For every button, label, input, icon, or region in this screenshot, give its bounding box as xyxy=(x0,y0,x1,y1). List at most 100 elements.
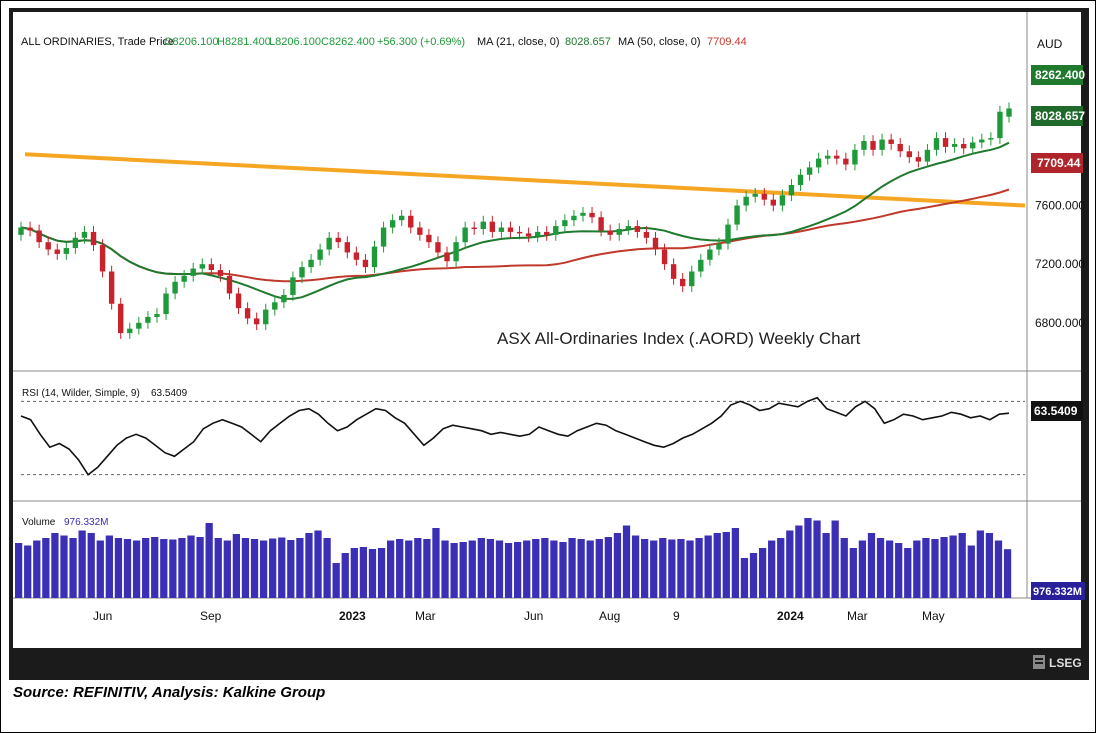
candle-down xyxy=(915,157,922,162)
candle-down xyxy=(54,249,60,254)
candle-down xyxy=(870,141,876,150)
volume-bar xyxy=(740,558,749,598)
volume-bar xyxy=(278,537,286,598)
candle-down xyxy=(843,158,849,165)
volume-bar xyxy=(686,540,694,598)
candle-down xyxy=(471,227,477,229)
candle-down xyxy=(426,234,432,243)
candle-up xyxy=(797,174,804,186)
candle-up xyxy=(689,271,695,287)
candle-down xyxy=(598,217,604,231)
candle-up xyxy=(389,220,396,228)
volume-bar xyxy=(867,533,876,598)
candle-up xyxy=(462,227,468,243)
candle-down xyxy=(670,264,677,279)
price-tick-label: 7200.000 xyxy=(1035,257,1085,271)
volume-bar xyxy=(695,538,703,598)
x-tick-label: 2023 xyxy=(339,609,366,623)
candle-up xyxy=(190,268,196,276)
volume-bar xyxy=(976,530,984,598)
volume-bar xyxy=(849,548,857,598)
footer-bar xyxy=(13,648,1081,675)
volume-bar xyxy=(523,540,531,598)
x-tick-label: 2024 xyxy=(777,609,804,623)
candle-down xyxy=(435,242,441,253)
volume-bar xyxy=(296,538,304,598)
volume-bar xyxy=(205,523,213,598)
volume-bar xyxy=(822,533,830,598)
volume-bar xyxy=(132,540,141,598)
header-ma50-value: 7709.44 xyxy=(707,36,747,48)
candle-up xyxy=(136,322,142,329)
x-tick-label: Aug xyxy=(599,609,620,623)
volume-bar xyxy=(532,539,540,598)
volume-bar xyxy=(885,540,894,598)
rsi-line xyxy=(20,396,1010,476)
candle-down xyxy=(634,226,641,232)
volume-bar xyxy=(668,539,676,598)
volume-bar xyxy=(250,539,259,598)
candle-up xyxy=(924,149,931,162)
volume-bar xyxy=(78,530,86,598)
candle-up xyxy=(145,316,151,323)
volume-bar xyxy=(432,528,440,598)
volume-bar xyxy=(459,542,467,598)
volume-bar xyxy=(151,537,159,598)
candle-up xyxy=(725,224,731,244)
volume-bar xyxy=(768,540,776,598)
volume-bar xyxy=(350,548,358,598)
candle-up xyxy=(743,196,749,206)
volume-bar xyxy=(123,539,132,598)
candle-up xyxy=(371,246,378,268)
candle-down xyxy=(544,231,550,235)
volume-bar xyxy=(396,539,404,598)
volume-bar xyxy=(595,539,603,598)
candle-up xyxy=(852,149,858,165)
volume-bar xyxy=(985,533,994,598)
rsi-legend-value: 63.5409 xyxy=(151,388,188,399)
candle-down xyxy=(235,293,242,309)
candle-up xyxy=(716,243,722,250)
volume-bar xyxy=(550,540,558,598)
x-tick-label: Jun xyxy=(524,609,543,623)
candle-up xyxy=(933,138,940,150)
volume-bar xyxy=(323,538,331,598)
volume-bar xyxy=(895,543,903,598)
candle-down xyxy=(36,230,42,243)
volume-bar xyxy=(486,539,495,598)
candle-down xyxy=(770,199,777,206)
chart-svg: ALL ORDINARIES, Trade Price O8206.100 H8… xyxy=(13,12,1085,675)
volume-bar xyxy=(169,539,177,598)
candle-up xyxy=(997,111,1003,139)
candle-up xyxy=(498,227,505,232)
volume-bar xyxy=(105,535,113,598)
currency-label: AUD xyxy=(1037,37,1063,51)
candle-down xyxy=(417,227,423,235)
x-tick-label: May xyxy=(922,609,945,623)
candle-up xyxy=(970,142,976,149)
candle-down xyxy=(489,221,496,232)
volume-bar xyxy=(586,540,594,598)
volume-bar xyxy=(749,553,758,598)
candle-up xyxy=(154,314,160,317)
volume-bar xyxy=(604,537,612,598)
candle-up xyxy=(988,138,994,140)
volume-bar xyxy=(423,539,431,598)
x-tick-label: Mar xyxy=(415,609,436,623)
volume-bar xyxy=(241,538,250,598)
candle-up xyxy=(18,227,24,235)
ma21-badge: 8028.657 xyxy=(1035,109,1085,123)
candle-down xyxy=(761,193,767,200)
volume-bar xyxy=(187,535,195,598)
volume-bar xyxy=(341,553,349,598)
candle-down xyxy=(897,143,903,152)
candle-down xyxy=(834,155,840,159)
volume-bar xyxy=(813,520,821,598)
volume-bar xyxy=(160,539,168,598)
volume-badge: 976.332M xyxy=(1033,586,1082,598)
candle-up xyxy=(181,275,187,282)
candle-up xyxy=(625,226,631,229)
candle-up xyxy=(399,215,405,221)
candle-up xyxy=(81,231,88,238)
